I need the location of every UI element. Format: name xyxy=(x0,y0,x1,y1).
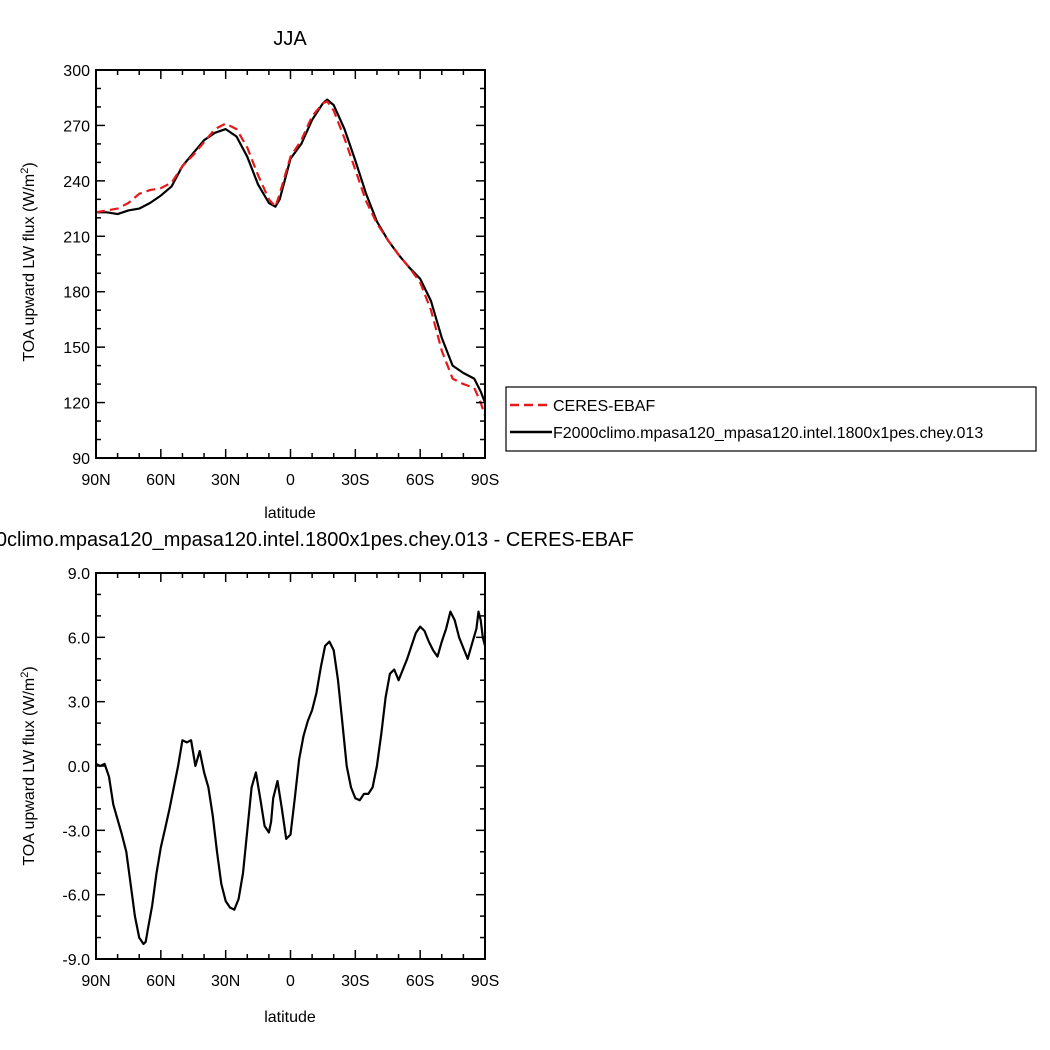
top-y-axis-label: TOA upward LW flux (W/m2) xyxy=(19,162,38,361)
top-y-label-close: ) xyxy=(21,162,38,167)
top-y-tick-label: 300 xyxy=(63,63,90,80)
legend-label-ceres: CERES-EBAF xyxy=(553,398,655,415)
bottom-axis-ticks: 90N 60N 30N 0 30S 60S 90S -9.0 -6.0 -3.0 0.0 3.0 6.0… xyxy=(62,566,499,990)
top-plot-frame xyxy=(95,69,486,459)
top-x-tick-label: 0 xyxy=(286,472,295,489)
bottom-y-label-sup: 2 xyxy=(19,672,31,678)
bottom-y-tick-label: -9.0 xyxy=(62,952,90,969)
bottom-x-tick-label: 90N xyxy=(81,973,110,990)
top-y-tick-label: 270 xyxy=(63,118,90,135)
bottom-panel: F2000climo.mpasa120_mpasa120.intel.1800x… xyxy=(0,529,634,1026)
bottom-x-tick-label: 0 xyxy=(286,973,295,990)
bottom-y-tick-label: 0.0 xyxy=(68,759,90,776)
top-x-tick-label: 90N xyxy=(81,472,110,489)
bottom-plot-frame xyxy=(95,572,486,960)
bottom-series-line-0 xyxy=(95,610,487,946)
top-series-line-1 xyxy=(96,98,487,403)
bottom-series-lines xyxy=(95,610,487,946)
top-y-tick-label: 150 xyxy=(63,340,90,357)
top-x-tick-label: 90S xyxy=(471,472,499,489)
top-y-tick-label: 180 xyxy=(63,285,90,302)
top-y-tick-label: 90 xyxy=(72,451,90,468)
bottom-y-tick-label: -3.0 xyxy=(62,823,90,840)
legend-frame xyxy=(505,386,1037,452)
legend-label-model: F2000climo.mpasa120_mpasa120.intel.1800x… xyxy=(553,425,983,442)
top-y-tick-label: 120 xyxy=(63,396,90,413)
bottom-x-tick-label: 90S xyxy=(471,973,499,990)
bottom-y-tick-label: -6.0 xyxy=(62,888,90,905)
bottom-y-label-main: TOA upward LW flux (W/m xyxy=(21,678,38,866)
top-y-label-main: TOA upward LW flux (W/m xyxy=(21,174,38,362)
top-x-tick-label: 60S xyxy=(406,472,434,489)
top-y-tick-label: 240 xyxy=(63,174,90,191)
legend: CERES-EBAF F2000climo.mpasa120_mpasa120.… xyxy=(505,386,1037,452)
bottom-x-axis-label: latitude xyxy=(264,1009,316,1026)
bottom-y-tick-label: 6.0 xyxy=(68,630,90,647)
bottom-x-tick-label: 60N xyxy=(146,973,175,990)
bottom-x-tick-label: 60S xyxy=(406,973,434,990)
bottom-x-tick-label: 30N xyxy=(211,973,240,990)
top-y-tick-label: 210 xyxy=(63,229,90,246)
top-x-tick-label: 30N xyxy=(211,472,240,489)
bottom-y-label-close: ) xyxy=(21,666,38,671)
top-x-tick-label: 30S xyxy=(341,472,369,489)
bottom-y-tick-label: 9.0 xyxy=(68,566,90,583)
top-panel: JJA 90N 60N 30N 0 30S 60S 90S 90 120 150 180 210 240… xyxy=(19,28,1037,522)
bottom-y-axis-label: TOA upward LW flux (W/m2) xyxy=(19,666,38,865)
top-series-lines xyxy=(95,98,487,416)
bottom-x-tick-label: 30S xyxy=(341,973,369,990)
top-axis-ticks: 90N 60N 30N 0 30S 60S 90S 90 120 150 180 210 240 270 3… xyxy=(63,63,499,489)
bottom-y-tick-label: 3.0 xyxy=(68,695,90,712)
top-x-axis-label: latitude xyxy=(264,505,316,522)
bottom-chart-title: F2000climo.mpasa120_mpasa120.intel.1800x… xyxy=(0,529,634,551)
top-x-tick-label: 60N xyxy=(146,472,175,489)
top-series-line-0 xyxy=(95,100,487,416)
top-chart-title: JJA xyxy=(273,28,307,50)
top-y-label-sup: 2 xyxy=(19,168,31,174)
